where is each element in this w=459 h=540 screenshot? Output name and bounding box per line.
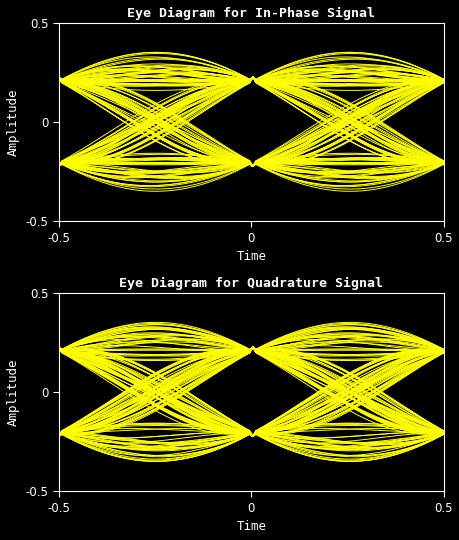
Y-axis label: Amplitude: Amplitude — [7, 88, 20, 156]
X-axis label: Time: Time — [236, 250, 266, 263]
Title: Eye Diagram for Quadrature Signal: Eye Diagram for Quadrature Signal — [119, 277, 382, 290]
Y-axis label: Amplitude: Amplitude — [7, 358, 20, 426]
Title: Eye Diagram for In-Phase Signal: Eye Diagram for In-Phase Signal — [127, 7, 375, 20]
X-axis label: Time: Time — [236, 520, 266, 533]
